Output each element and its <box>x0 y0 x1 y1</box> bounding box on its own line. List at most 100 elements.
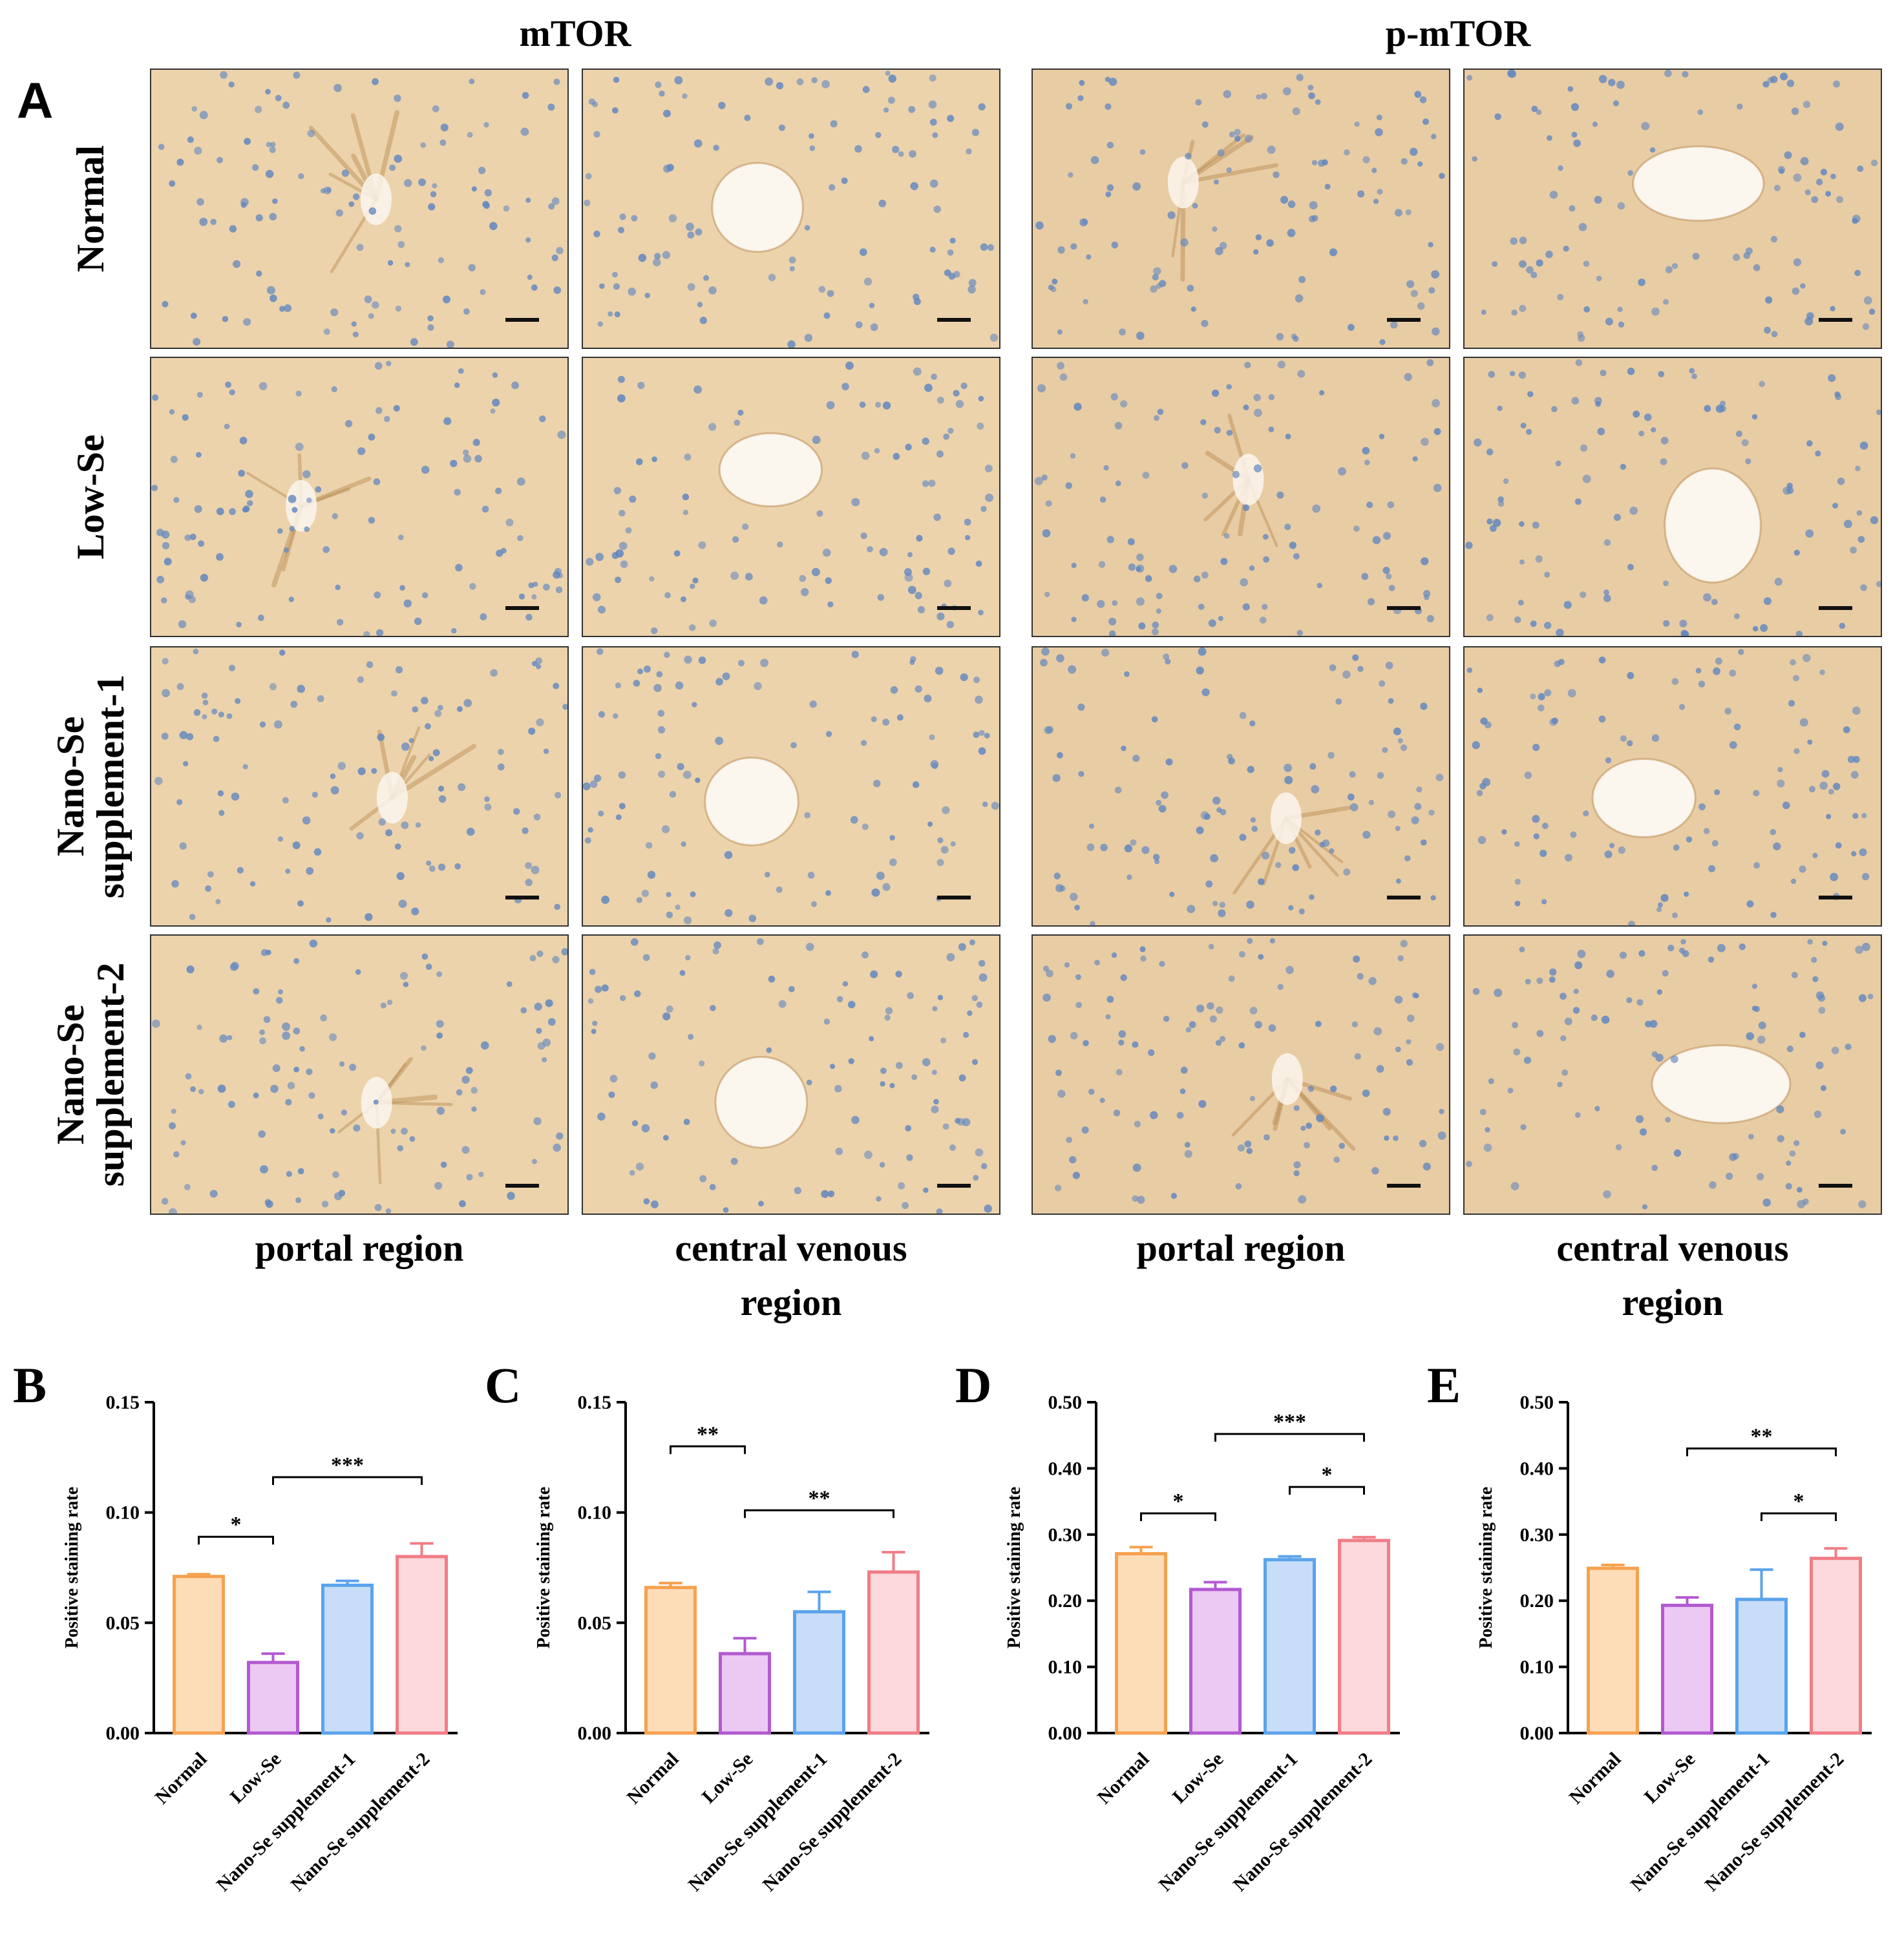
x-tick-label: Nano-Se supplement-1 <box>684 1749 832 1896</box>
scale-bar <box>505 896 539 899</box>
micrograph-normal-mtor-portal <box>150 68 569 349</box>
bar-2 <box>1189 1588 1242 1735</box>
y-tick-label: 0.10 <box>1048 1657 1083 1678</box>
micrograph-low-se-mtor-central <box>582 357 1000 637</box>
error-bar-1 <box>187 1573 211 1577</box>
error-bar-4 <box>410 1542 434 1557</box>
bar-2 <box>247 1661 299 1735</box>
bar-3 <box>1264 1558 1316 1735</box>
region-label-mtor-central: central venous region <box>578 1221 1004 1330</box>
error-bar-2 <box>733 1637 757 1654</box>
micrograph-low-se-mtor-portal <box>150 357 569 637</box>
scale-bar <box>1819 896 1852 899</box>
y-tick-label: 0.30 <box>1520 1524 1554 1546</box>
x-tick-label: Nano-Se supplement-1 <box>1627 1749 1774 1896</box>
y-axis-label: Positive staining rate <box>1476 1487 1496 1648</box>
y-tick-label: 0.05 <box>106 1612 140 1634</box>
bar-3 <box>793 1610 845 1735</box>
row-label-nano-se-supplement-1: Nano-Se supplement-1 <box>49 644 132 929</box>
significance-bracket <box>670 1445 746 1455</box>
x-tick-label: Normal <box>1565 1749 1625 1809</box>
micrograph-nano-se-supplement-2-mtor-central <box>582 934 1000 1215</box>
region-label-line: central venous <box>1556 1227 1789 1269</box>
y-tick-label: 0.50 <box>1520 1392 1554 1413</box>
row-label-line: supplement-2 <box>89 962 132 1187</box>
micrograph-nano-se-supplement-1-p-mtor-portal <box>1031 646 1450 927</box>
scale-bar <box>1387 606 1421 610</box>
bar-4 <box>1338 1539 1390 1735</box>
region-label-line: portal region <box>255 1227 464 1269</box>
scale-bar <box>1387 318 1421 322</box>
y-tick-label: 0.40 <box>1520 1458 1554 1479</box>
bar-2 <box>1661 1603 1713 1735</box>
significance-bracket <box>272 1476 423 1486</box>
error-bar-3 <box>807 1590 831 1612</box>
x-tick-label: Nano-Se supplement-1 <box>1155 1749 1302 1896</box>
scale-bar <box>937 896 971 899</box>
bar-chart-e: E Positive staining rate 0.00 0.10 0.20 0.30 0… <box>1427 1357 1872 1896</box>
micrograph-nano-se-supplement-1-mtor-portal <box>150 646 569 927</box>
bar-chart-c: C Positive staining rate 0.00 0.05 0.10 0.15 N… <box>485 1357 929 1896</box>
micrograph-nano-se-supplement-2-p-mtor-central <box>1463 934 1882 1215</box>
error-bar-4 <box>1824 1547 1848 1559</box>
significance-label: *** <box>1273 1410 1306 1434</box>
significance-bracket <box>1686 1447 1837 1456</box>
scale-bar <box>1819 606 1852 610</box>
bar-4 <box>396 1555 448 1735</box>
x-tick-label: Nano-Se supplement-2 <box>1229 1749 1377 1896</box>
micrograph-normal-p-mtor-central <box>1463 68 1882 349</box>
region-label-line: central venous <box>675 1227 907 1269</box>
region-label-p-mtor-central: central venous region <box>1459 1221 1886 1330</box>
bar-1 <box>173 1575 225 1735</box>
scale-bar <box>505 1184 539 1188</box>
error-bar-4 <box>882 1551 905 1572</box>
y-tick-label: 0.00 <box>578 1723 612 1744</box>
scale-bar <box>1819 1184 1852 1188</box>
bar-4 <box>1810 1557 1862 1735</box>
significance-label: ** <box>1751 1425 1773 1449</box>
x-tick-label: Nano-Se supplement-2 <box>287 1749 434 1896</box>
bar-1 <box>1115 1551 1167 1735</box>
significance-label: * <box>1173 1489 1184 1513</box>
row-label-line: supplement-1 <box>89 674 132 899</box>
y-tick-label: 0.20 <box>1048 1590 1083 1612</box>
row-label-normal: Normal <box>69 67 112 351</box>
x-tick-label: Low-Se <box>1169 1749 1228 1808</box>
region-label-line: portal region <box>1136 1227 1346 1269</box>
x-tick-label: Low-Se <box>1640 1749 1700 1808</box>
row-label-low-se: Low-Se <box>69 355 112 639</box>
scale-bar <box>505 606 539 610</box>
micrograph-normal-p-mtor-portal <box>1031 68 1450 349</box>
significance-label: * <box>1793 1489 1804 1513</box>
x-tick-label: Normal <box>1094 1749 1154 1809</box>
x-tick-label: Nano-Se supplement-2 <box>759 1749 906 1896</box>
x-tick-label: Low-Se <box>226 1749 286 1808</box>
row-label-nano-se-supplement-2: Nano-Se supplement-2 <box>49 932 132 1217</box>
y-axis-label: Positive staining rate <box>1004 1487 1024 1648</box>
row-label-line: Nano-Se <box>49 1004 92 1145</box>
micrograph-nano-se-supplement-1-p-mtor-central <box>1463 646 1882 927</box>
significance-bracket <box>744 1509 894 1519</box>
row-label-line: Low-Se <box>69 434 112 560</box>
y-tick-label: 0.05 <box>578 1612 612 1634</box>
panel-letter: D <box>955 1357 991 1413</box>
x-tick-label: Normal <box>151 1749 211 1809</box>
scale-bar <box>937 1184 971 1188</box>
error-bar-4 <box>1352 1535 1376 1541</box>
row-label-line: Nano-Se <box>49 716 92 857</box>
scale-bar <box>1387 896 1421 899</box>
region-label-p-mtor-portal: portal region <box>1028 1221 1454 1276</box>
column-header-mtor: mTOR <box>519 12 631 54</box>
y-tick-label: 0.10 <box>578 1502 612 1524</box>
x-tick-label: Nano-Se supplement-1 <box>213 1749 360 1896</box>
scale-bar <box>1387 1184 1421 1188</box>
y-tick-label: 0.00 <box>1048 1723 1083 1744</box>
y-tick-label: 0.20 <box>1520 1590 1554 1612</box>
y-tick-label: 0.30 <box>1048 1524 1083 1546</box>
column-header-p-mtor: p-mTOR <box>1385 12 1531 54</box>
y-tick-label: 0.40 <box>1048 1458 1083 1479</box>
x-tick-label: Low-Se <box>698 1749 757 1808</box>
y-tick-label: 0.00 <box>1520 1723 1554 1744</box>
significance-bracket <box>1289 1486 1365 1495</box>
micrograph-normal-mtor-central <box>582 68 1000 349</box>
